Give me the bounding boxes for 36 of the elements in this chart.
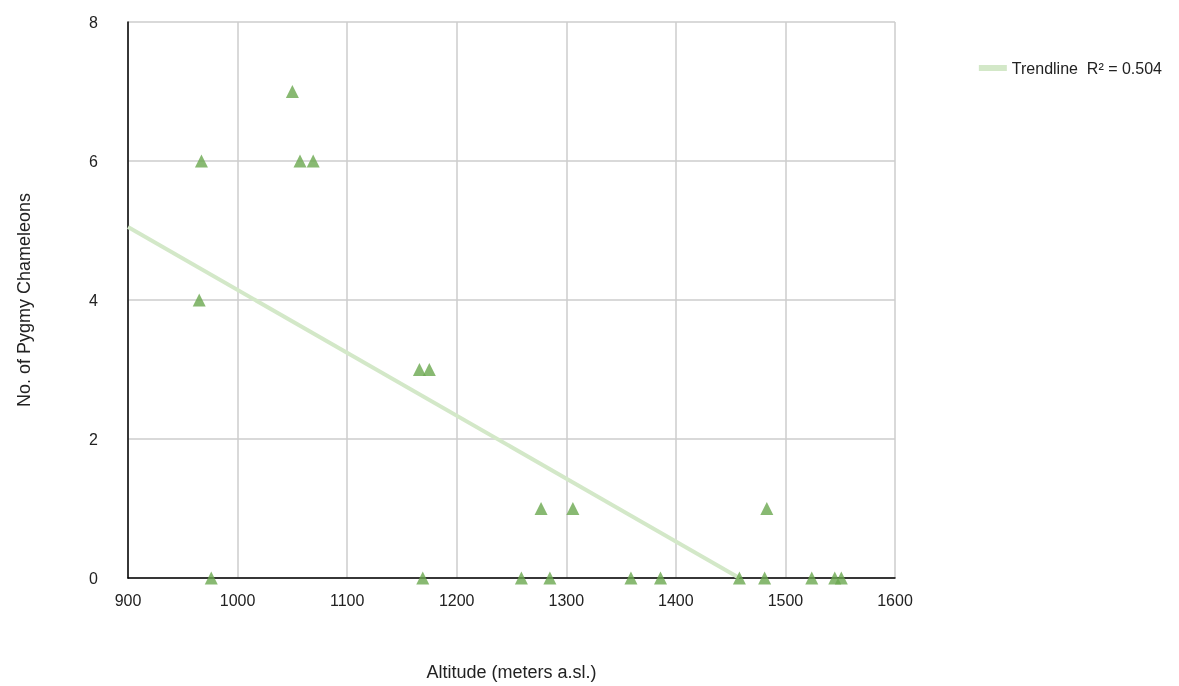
point — [422, 363, 436, 376]
point — [624, 571, 638, 585]
point — [834, 571, 848, 585]
point — [194, 154, 208, 168]
x-tick-label: 1400 — [658, 591, 694, 609]
point — [514, 571, 528, 585]
point — [416, 571, 430, 585]
point — [543, 571, 557, 585]
point — [412, 363, 426, 376]
legend-label: Trendline R² = 0.504 — [1011, 59, 1163, 77]
x-tick-label: 1200 — [438, 591, 475, 609]
point — [293, 154, 307, 168]
x-tick-label: 1100 — [329, 591, 365, 609]
point — [760, 502, 774, 515]
point — [534, 502, 548, 515]
point — [204, 571, 218, 585]
y-tick-label: 0 — [89, 569, 99, 587]
point — [306, 154, 320, 168]
point — [192, 293, 206, 307]
x-tick-label: 900 — [114, 591, 142, 609]
x-tick-label: 1500 — [767, 591, 804, 609]
point — [654, 571, 668, 585]
x-tick-label: 1000 — [219, 591, 256, 609]
point — [805, 571, 819, 585]
point — [285, 85, 299, 98]
y-tick-label: 2 — [89, 430, 99, 448]
x-tick-label: 1600 — [877, 591, 913, 609]
point — [732, 571, 746, 585]
y-axis-title: No. of Pygmy Chameleons — [14, 192, 34, 408]
y-tick-label: 4 — [89, 291, 99, 309]
point — [566, 502, 580, 515]
y-tick-label: 8 — [89, 13, 99, 31]
x-axis-title: Altitude (meters a.sl.) — [426, 662, 597, 682]
y-tick-label: 6 — [89, 152, 99, 170]
point — [758, 571, 772, 585]
x-tick-label: 1300 — [548, 591, 585, 609]
